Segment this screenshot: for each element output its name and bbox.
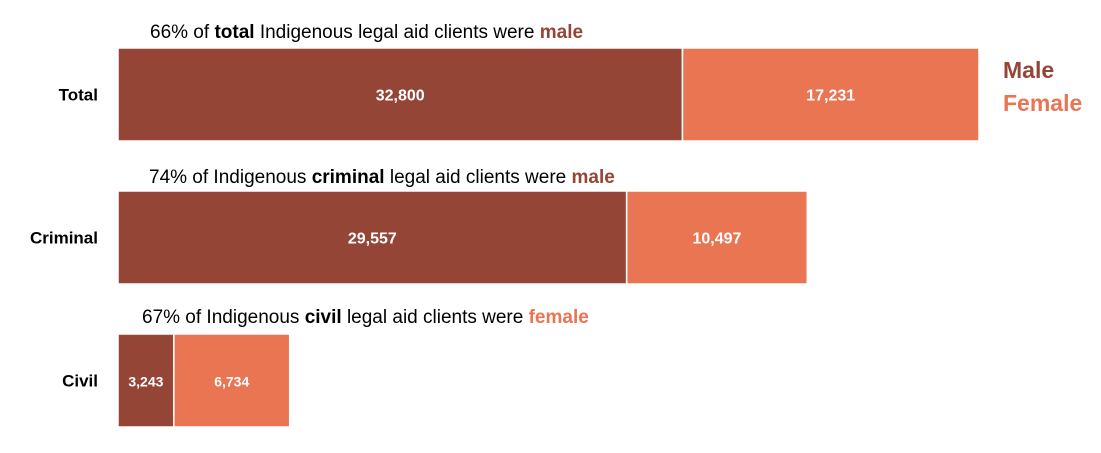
annotation-tail: female <box>529 307 589 328</box>
annotation-pre: 74% of Indigenous <box>149 167 312 188</box>
category-label-criminal: Criminal <box>30 229 98 248</box>
value-label-total-male: 32,800 <box>376 88 425 105</box>
annotation-mid: legal aid clients were <box>385 167 572 188</box>
value-label-criminal-male: 29,557 <box>348 231 397 248</box>
annotation-civil: 67% of Indigenous civil legal aid client… <box>142 307 589 328</box>
annotation-mid: Indigenous legal aid clients were <box>255 22 540 43</box>
bar-total-female <box>681 47 980 142</box>
bar-total-male <box>117 47 684 142</box>
annotation-criminal: 74% of Indigenous criminal legal aid cli… <box>149 167 615 188</box>
annotation-tail: male <box>572 167 615 188</box>
annotations: 66% of total Indigenous legal aid client… <box>142 22 615 328</box>
category-label-civil: Civil <box>62 372 98 391</box>
bar-civil-female <box>173 333 291 428</box>
category-labels: Total Criminal Civil <box>30 86 98 391</box>
value-label-civil-male: 3,243 <box>128 374 163 390</box>
bar-criminal-male <box>117 190 628 285</box>
annotation-bold: total <box>214 22 254 43</box>
annotation-tail: male <box>540 22 583 43</box>
annotation-bold: civil <box>305 307 342 328</box>
bar-criminal-female <box>625 190 809 285</box>
annotation-bold: criminal <box>312 167 385 188</box>
value-label-total-female: 17,231 <box>806 88 855 105</box>
annotation-mid: legal aid clients were <box>342 307 529 328</box>
value-label-civil-female: 6,734 <box>214 374 249 390</box>
legend: Male Female <box>1003 57 1082 116</box>
annotation-pre: 67% of Indigenous <box>142 307 305 328</box>
category-label-total: Total <box>59 86 98 105</box>
annotation-pre: 66% of <box>150 22 214 43</box>
annotation-total: 66% of total Indigenous legal aid client… <box>150 22 583 43</box>
bars-group: 32,800 17,231 29,557 10,497 3,243 6,734 <box>117 47 980 428</box>
bar-civil-male <box>117 333 175 428</box>
legend-item-female: Female <box>1003 90 1082 116</box>
value-label-criminal-female: 10,497 <box>693 231 742 248</box>
legend-item-male: Male <box>1003 57 1054 83</box>
